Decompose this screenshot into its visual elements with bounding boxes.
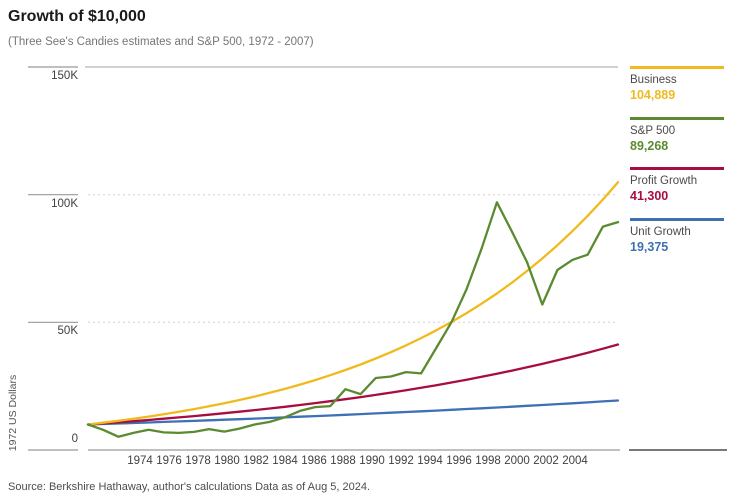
x-tick-label: 1976 — [156, 455, 182, 467]
legend-color-rule — [630, 218, 724, 222]
legend-series-value: 89,268 — [630, 138, 669, 153]
legend-series-value: 19,375 — [630, 240, 669, 255]
legend-series-name: Business — [630, 74, 677, 86]
x-tick-label: 2004 — [562, 455, 588, 467]
x-tick-label: 1986 — [301, 455, 327, 467]
y-tick-label: 150K — [51, 70, 78, 82]
legend-series-name: Profit Growth — [630, 175, 698, 188]
x-tick-label: 1992 — [388, 455, 414, 467]
legend-series-name: S&P 500 — [630, 124, 676, 137]
legend-series-value: 41,300 — [630, 189, 669, 204]
series-line-business — [86, 181, 620, 426]
legend-entry-unit-growth: Unit Growth 19,375 — [630, 218, 724, 254]
legend-series-name: Unit Growth — [630, 226, 691, 239]
x-tick-label: 1994 — [417, 455, 443, 467]
page-title: Growth of $10,000 — [8, 8, 146, 25]
x-tick-label: 2000 — [504, 455, 530, 467]
series-line-s-p-500 — [86, 201, 620, 438]
legend-series-value: 104,889 — [630, 88, 676, 102]
x-tick-label: 1988 — [330, 455, 356, 467]
series-line-unit-growth — [86, 399, 620, 426]
x-tick-label: 1984 — [272, 455, 298, 467]
legend-color-rule — [630, 116, 724, 120]
y-tick-label: 50K — [57, 325, 78, 338]
x-tick-label: 1996 — [446, 455, 472, 467]
legend-color-rule — [630, 66, 724, 69]
y-axis-title: 1972 US Dollars — [7, 374, 19, 452]
y-tick-label: 0 — [71, 433, 78, 445]
legend-color-rule — [630, 167, 724, 171]
x-tick-label: 1974 — [127, 455, 153, 467]
legend-entry-s-p-500: S&P 500 89,268 — [630, 116, 724, 153]
y-tick-label: 100K — [51, 197, 78, 210]
x-tick-label: 1982 — [243, 455, 269, 467]
source-note: Source: Berkshire Hathaway, author's cal… — [8, 481, 371, 493]
series-line-profit-growth — [86, 343, 620, 426]
chart-subtitle: (Three See's Candies estimates and S&P 5… — [8, 36, 314, 48]
x-tick-label: 1998 — [475, 455, 501, 467]
x-tick-label: 2002 — [533, 455, 559, 467]
x-tick-label: 1978 — [185, 455, 211, 467]
legend-entry-business: Business 104,889 — [630, 66, 724, 102]
x-tick-label: 1980 — [214, 455, 240, 467]
x-tick-label: 1990 — [359, 455, 385, 467]
legend-entry-profit-growth: Profit Growth 41,300 — [630, 167, 724, 203]
